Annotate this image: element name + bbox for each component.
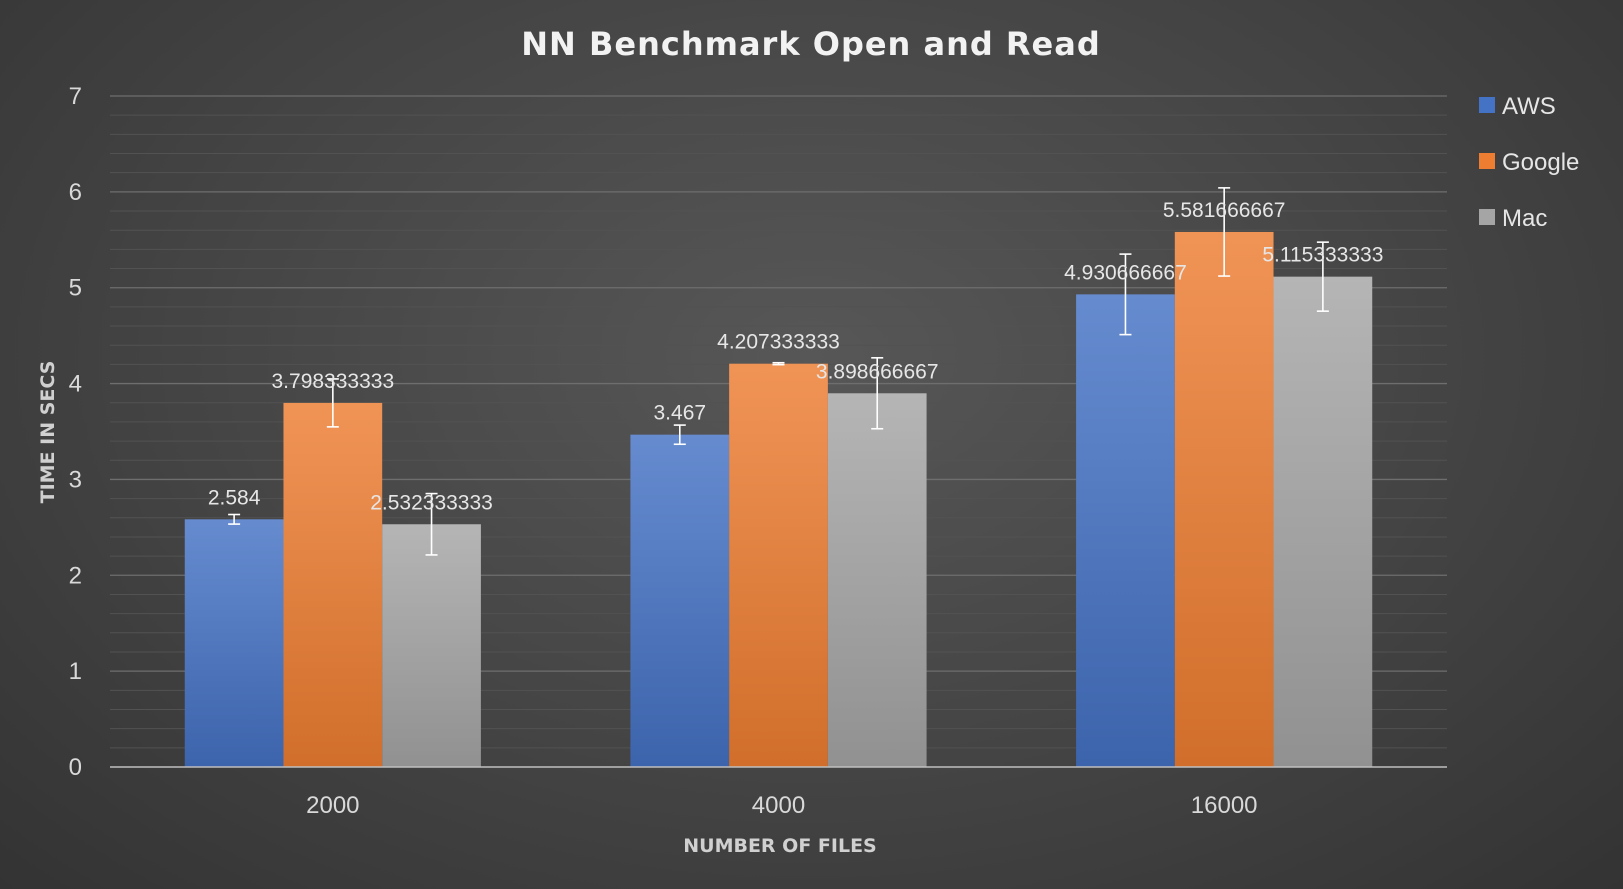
error-bar-mac-2000 [425, 492, 438, 556]
legend-label: Google [1502, 149, 1579, 176]
data-label-aws-16000: 4.930666667 [1064, 261, 1187, 284]
bar-aws-16000 [1076, 294, 1175, 767]
x-axis-ticks: 2000 4000 16000 [306, 792, 1257, 819]
error-bar-aws-16000 [1119, 253, 1132, 336]
y-tick-label: 1 [69, 658, 82, 685]
data-label-google-4000: 4.207333333 [717, 331, 840, 354]
legend-item-google: Google [1479, 149, 1579, 176]
legend-item-aws: AWS [1479, 93, 1556, 120]
error-bar-google-2000 [326, 378, 339, 428]
x-tick-label: 2000 [306, 792, 359, 819]
bar-aws-2000 [184, 519, 284, 767]
bar-mac-4000 [827, 393, 927, 767]
chart-title: NN Benchmark Open and Read [521, 25, 1100, 63]
bars [184, 231, 1373, 767]
bar-google-16000 [1174, 231, 1274, 767]
data-label-mac-2000: 2.532333333 [370, 491, 493, 514]
legend-label: Mac [1502, 205, 1547, 232]
error-bar-mac-4000 [871, 357, 884, 430]
legend-label: AWS [1502, 93, 1556, 120]
data-label-google-16000: 5.581666667 [1163, 199, 1286, 222]
y-axis-title: TIME IN SECS [37, 361, 59, 504]
error-bar-mac-16000 [1316, 241, 1329, 312]
error-bar-aws-2000 [228, 513, 241, 525]
y-tick-label: 4 [69, 371, 82, 398]
x-tick-label: 16000 [1191, 792, 1258, 819]
y-tick-label: 6 [69, 179, 82, 206]
data-labels: 2.584 3.798333333 2.532333333 3.467 4.207333… [208, 199, 1384, 514]
data-label-aws-2000: 2.584 [208, 486, 261, 509]
error-bar-aws-4000 [673, 424, 686, 446]
y-axis-ticks: 0 1 2 3 4 5 6 7 [69, 83, 82, 781]
data-label-google-2000: 3.798333333 [272, 370, 395, 393]
legend-swatch [1479, 97, 1495, 113]
data-label-mac-16000: 5.115333333 [1262, 244, 1383, 267]
y-tick-label: 7 [69, 83, 82, 110]
legend-swatch [1479, 209, 1495, 225]
y-tick-label: 2 [69, 562, 82, 589]
x-axis-title: NUMBER OF FILES [683, 835, 877, 857]
legend-item-mac: Mac [1479, 205, 1547, 232]
y-tick-label: 5 [69, 275, 82, 302]
y-tick-label: 0 [69, 754, 82, 781]
data-label-aws-4000: 3.467 [654, 402, 707, 425]
bar-google-2000 [283, 402, 383, 767]
bar-mac-16000 [1273, 276, 1373, 767]
x-tick-label: 4000 [752, 792, 805, 819]
error-bar-google-4000 [772, 361, 785, 366]
bar-mac-2000 [382, 524, 481, 767]
legend: AWS Google Mac [1479, 93, 1579, 232]
legend-swatch [1479, 153, 1495, 169]
y-tick-label: 3 [69, 466, 82, 493]
error-bar-google-16000 [1218, 187, 1231, 277]
error-bars [228, 187, 1329, 556]
data-label-mac-4000: 3.898666667 [816, 360, 939, 383]
bar-aws-4000 [630, 434, 730, 767]
bar-google-4000 [729, 363, 828, 767]
